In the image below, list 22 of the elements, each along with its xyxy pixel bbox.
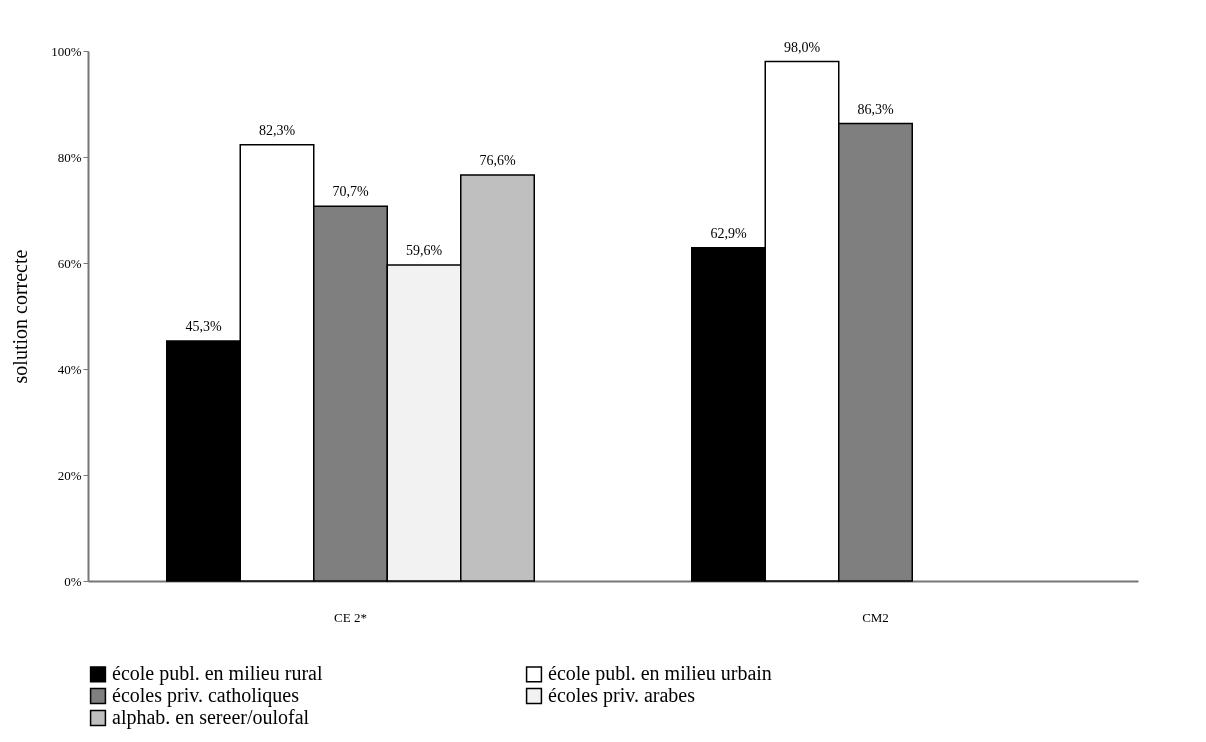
y-tick-label: 40% (57, 361, 82, 377)
legend-label: écoles priv. arabes (548, 684, 696, 707)
x-tick-label: CM2 (862, 609, 889, 625)
data-label: 45,3% (185, 318, 222, 334)
data-label: 70,7% (332, 184, 369, 200)
data-label: 86,3% (857, 101, 894, 117)
data-label: 82,3% (258, 122, 296, 138)
y-tick-label: 100% (51, 43, 82, 59)
data-label: 62,9% (710, 225, 747, 241)
data-label: 76,6% (479, 153, 516, 169)
legend-label: écoles priv. catholiques (112, 684, 300, 707)
data-label: 59,6% (405, 243, 443, 259)
y-tick-label: 0% (64, 573, 82, 589)
data-label: 98,0% (783, 39, 821, 55)
legend-label: alphab. en sereer/oulofal (112, 706, 310, 729)
legend-label: école publ. en milieu rural (112, 662, 323, 686)
y-tick-label: 80% (57, 149, 82, 165)
y-tick-label: 20% (57, 467, 82, 483)
legend-label: école publ. en milieu urbain (548, 662, 772, 686)
x-tick-label: CE 2* (334, 609, 367, 625)
y-axis-title: solution correcte (9, 249, 32, 384)
y-tick-label: 60% (57, 255, 82, 271)
